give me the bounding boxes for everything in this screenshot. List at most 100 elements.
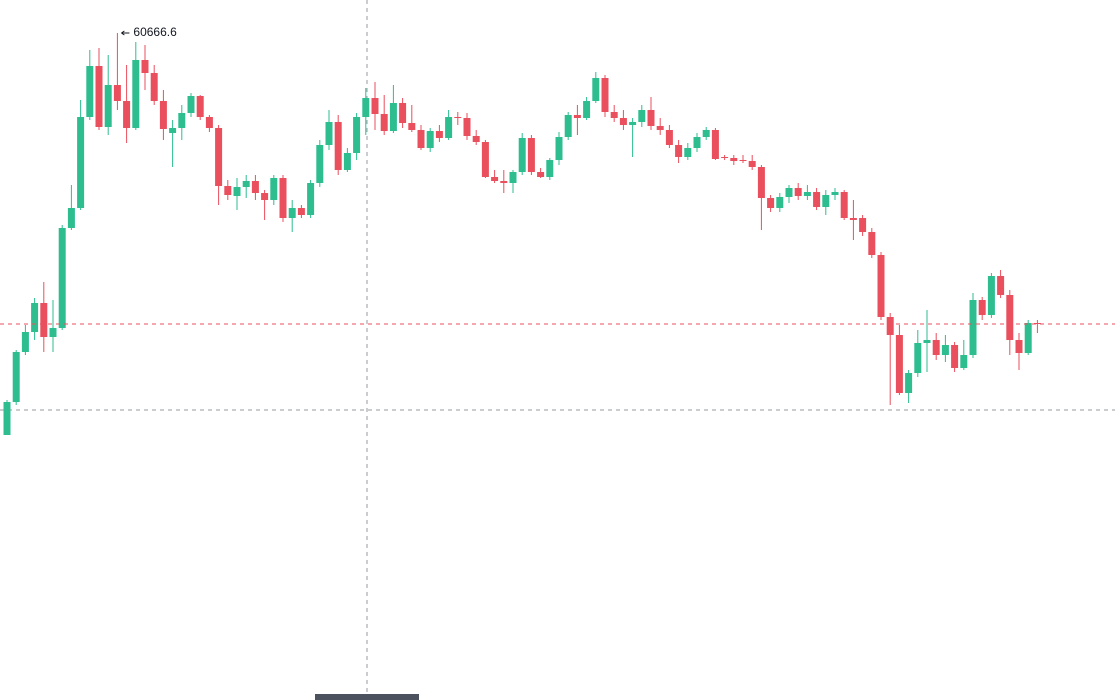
candle-body	[527, 138, 535, 172]
candle-body	[776, 197, 784, 208]
candle-body	[555, 137, 563, 160]
candle-body	[509, 172, 517, 183]
candle-body	[859, 218, 867, 232]
candle-body	[104, 85, 112, 127]
candle-body	[1015, 340, 1023, 353]
candle-body	[518, 138, 526, 172]
candle-body	[831, 192, 839, 195]
candle-body	[960, 355, 968, 368]
candle-body	[886, 317, 894, 335]
candle-body	[86, 66, 94, 117]
candle-body	[454, 117, 462, 118]
candle-body	[316, 145, 324, 183]
candle-body	[978, 300, 986, 315]
candle-body	[941, 345, 949, 355]
candle-body	[31, 303, 39, 332]
candle-body	[619, 118, 627, 125]
candle-body	[638, 110, 646, 122]
candle-body	[426, 131, 434, 148]
candle-body	[445, 117, 453, 138]
candle-body	[187, 96, 195, 113]
candle-body	[399, 103, 407, 123]
candle-body	[279, 178, 287, 218]
candle-body	[491, 177, 499, 181]
candle-body	[196, 96, 204, 117]
candle-body	[665, 130, 673, 145]
candle-body	[463, 118, 471, 136]
candle-body	[693, 137, 701, 148]
candle-body	[932, 340, 940, 355]
candle-body	[233, 187, 241, 196]
candle-body	[923, 340, 931, 343]
candle-body	[546, 160, 554, 177]
candle-body	[895, 335, 903, 393]
candle-body	[675, 145, 683, 157]
candle-body	[49, 328, 57, 337]
candle-body	[1033, 323, 1041, 324]
candle-body	[261, 193, 269, 200]
candle-body	[739, 160, 747, 161]
candle-body	[564, 115, 572, 137]
candle-body	[757, 167, 765, 198]
candle-body	[767, 198, 775, 208]
candle-body	[877, 255, 885, 317]
candle-body	[353, 117, 361, 153]
candle-body	[297, 208, 305, 215]
candle-body	[169, 128, 177, 133]
candle-body	[380, 114, 388, 131]
candle-body	[601, 78, 609, 112]
candle-body	[58, 228, 66, 328]
candle-body	[288, 208, 296, 218]
candle-body	[537, 172, 545, 177]
candle-body	[12, 352, 20, 402]
annotation-arrow	[121, 30, 130, 36]
candle-body	[647, 110, 655, 126]
candle-body	[215, 128, 223, 186]
candle-body	[150, 73, 158, 101]
candle-body	[748, 161, 756, 167]
candle-body	[251, 181, 259, 193]
candle-body	[813, 192, 821, 207]
candle-body	[334, 122, 342, 170]
candle-body	[362, 98, 370, 117]
candle-body	[1006, 295, 1014, 340]
high-annotation: 60666.6	[133, 25, 177, 39]
candle-body	[242, 181, 250, 187]
candle-body	[500, 181, 508, 183]
candle-body	[77, 117, 85, 208]
candle-body	[840, 192, 848, 218]
candle-body	[905, 373, 913, 393]
candle-body	[592, 78, 600, 101]
candle-body	[868, 232, 876, 255]
candle-body	[408, 123, 416, 130]
candle-body	[3, 402, 11, 435]
candle-body	[785, 188, 793, 197]
candle-body	[629, 122, 637, 125]
candle-body	[95, 66, 103, 127]
candle-body	[472, 136, 480, 142]
candle-body	[702, 130, 710, 137]
candle-body	[205, 117, 213, 128]
candle-body	[123, 101, 131, 128]
candle-body	[987, 276, 995, 315]
candle-body	[21, 332, 29, 352]
candle-body	[343, 153, 351, 170]
candle-body	[803, 192, 811, 196]
candle-body	[822, 195, 830, 207]
candle-body	[997, 276, 1005, 295]
candle-body	[435, 131, 443, 138]
candle-body	[711, 130, 719, 159]
candle-body	[721, 157, 729, 158]
candle-body	[794, 188, 802, 196]
candle-body	[224, 186, 232, 195]
candle-body	[684, 148, 692, 157]
candle-body	[914, 343, 922, 373]
candle-body	[417, 130, 425, 148]
candle-body	[270, 178, 278, 200]
candle-body	[573, 115, 581, 118]
candle-body	[307, 183, 315, 215]
candle-body	[583, 101, 591, 118]
candle-body	[481, 142, 489, 177]
candle-body	[1024, 323, 1032, 353]
